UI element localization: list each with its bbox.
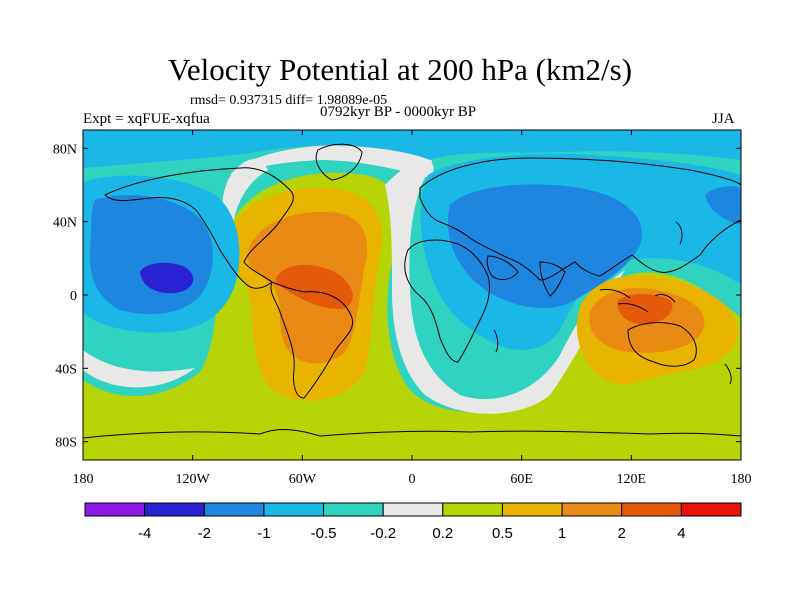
x-tick-label-3: 0 xyxy=(409,472,416,487)
x-tick-label-2: 60W xyxy=(289,472,317,487)
season-label: JJA xyxy=(712,111,735,127)
colorbar-label-1: -2 xyxy=(198,525,211,542)
y-tick-label-1: 40N xyxy=(53,216,77,231)
colorbar-label-5: 0.2 xyxy=(432,525,453,542)
coast-africa xyxy=(404,239,491,363)
y-axis: 80N 40N 0 40S 80S xyxy=(53,142,741,451)
chart-title: Velocity Potential at 200 hPa (km2/s) xyxy=(167,52,633,87)
colorbar-swatch-2 xyxy=(203,502,265,517)
coast-india xyxy=(539,261,566,297)
colorbar-label-7: 1 xyxy=(558,525,566,542)
stats-label: rmsd= 0.937315 diff= 1.98089e-05 xyxy=(190,93,388,108)
y-tick-label-2: 0 xyxy=(70,289,77,304)
colorbar-label-6: 0.5 xyxy=(492,525,513,542)
colorbar: -4 -2 -1 -0.5 -0.2 0.2 0.5 1 2 4 xyxy=(84,502,742,542)
colorbar-label-9: 4 xyxy=(677,525,685,542)
x-tick-label-6: 180 xyxy=(731,472,752,487)
experiment-label: Expt = xqFUE-xqfua xyxy=(83,111,210,127)
colorbar-swatch-0 xyxy=(84,502,146,517)
coast-se-asia xyxy=(599,289,676,313)
coastlines xyxy=(83,143,741,439)
coast-antarctica xyxy=(83,429,741,439)
coast-new-zealand xyxy=(724,363,732,385)
field-band-near-zero-atlantic xyxy=(385,158,625,414)
colorbar-label-0: -4 xyxy=(138,525,151,542)
coast-australia xyxy=(627,322,697,367)
colorbar-swatch-4 xyxy=(323,502,384,517)
colorbar-label-4: -0.2 xyxy=(370,525,396,542)
field-band-neg4-neg2-pacific xyxy=(140,262,194,294)
field-band-2-4-americas xyxy=(275,264,353,309)
colorbar-swatch-1 xyxy=(144,502,205,517)
x-tick-label-0: 180 xyxy=(73,472,94,487)
colorbar-swatch-3 xyxy=(263,502,325,517)
x-axis: 180 120W 60W 0 60E 120E 180 xyxy=(73,130,752,487)
period-label: 0792kyr BP - 0000kyr BP xyxy=(320,104,477,120)
field-band-near-zero-south xyxy=(83,350,195,388)
y-tick-label-0: 80N xyxy=(53,142,77,157)
coast-arabia xyxy=(486,255,519,280)
coast-japan xyxy=(675,221,683,245)
colorbar-label-8: 2 xyxy=(618,525,626,542)
contour-field xyxy=(83,130,741,460)
field-band-near-zero-north xyxy=(230,144,434,178)
x-tick-label-5: 120E xyxy=(617,472,647,487)
coast-south-america xyxy=(270,281,354,399)
field-band-near-zero-pacific xyxy=(222,159,268,230)
coast-greenland xyxy=(315,143,363,181)
y-tick-label-3: 40S xyxy=(55,362,77,377)
colorbar-label-2: -1 xyxy=(257,525,270,542)
colorbar-swatch-8 xyxy=(561,502,623,517)
colorbar-swatch-9 xyxy=(621,502,682,517)
coast-eurasia xyxy=(419,157,741,281)
colorbar-swatch-7 xyxy=(501,502,563,517)
colorbar-swatch-10 xyxy=(680,502,742,517)
field-band-arctic-cyan xyxy=(83,130,741,168)
colorbar-swatch-6 xyxy=(442,502,503,517)
colorbar-label-3: -0.5 xyxy=(311,525,337,542)
coast-madagascar xyxy=(493,329,499,353)
field-band-neg2-neg1-asia xyxy=(448,184,642,309)
y-tick-label-4: 80S xyxy=(55,436,77,451)
x-tick-label-4: 60E xyxy=(510,472,533,487)
x-tick-label-1: 120W xyxy=(176,472,211,487)
field-band-neg2-neg1-arctic xyxy=(705,186,741,225)
colorbar-swatch-5 xyxy=(382,502,444,517)
coast-north-america xyxy=(104,167,294,289)
